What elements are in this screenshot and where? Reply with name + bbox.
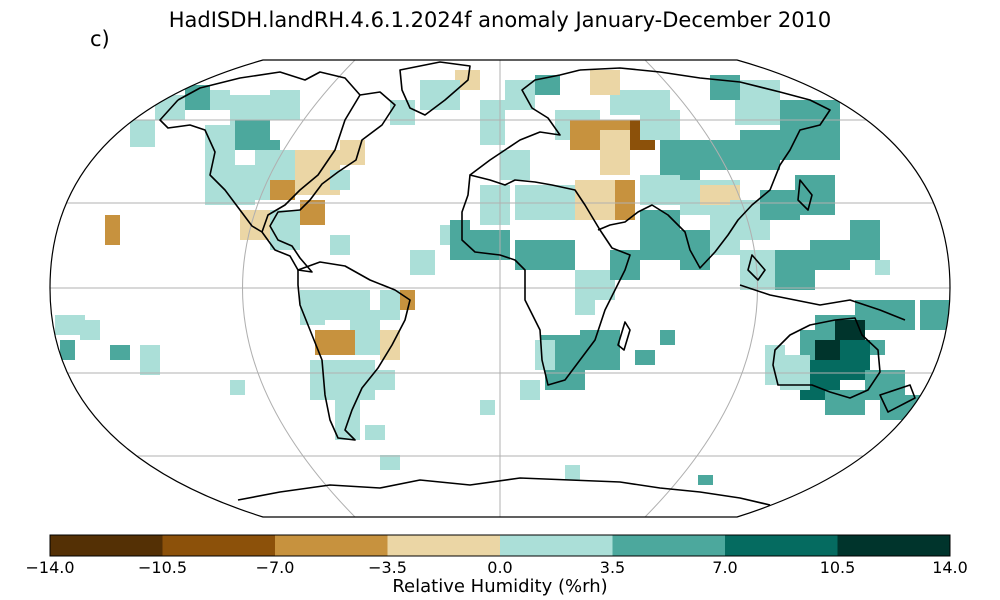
colorbar-segment bbox=[387, 535, 500, 556]
anomaly-cell bbox=[660, 140, 700, 180]
anomaly-cell bbox=[640, 210, 680, 260]
anomaly-cell bbox=[735, 80, 780, 125]
colorbar-segment bbox=[275, 535, 388, 556]
anomaly-cell bbox=[450, 220, 470, 260]
anomaly-cell bbox=[535, 340, 555, 370]
colorbar-tick-label: 7.0 bbox=[712, 558, 738, 577]
colorbar-segment bbox=[725, 535, 838, 556]
colorbar-tick-label: −10.5 bbox=[137, 558, 188, 577]
anomaly-cell bbox=[270, 90, 300, 120]
anomaly-cell bbox=[410, 250, 435, 275]
anomaly-cell bbox=[740, 250, 780, 290]
anomaly-cell bbox=[470, 230, 510, 260]
anomaly-cell bbox=[365, 425, 385, 440]
colorbar-segment bbox=[612, 535, 725, 556]
map-title: HadISDH.landRH.4.6.1.2024f anomaly Janua… bbox=[168, 8, 832, 32]
anomaly-cell bbox=[205, 125, 235, 165]
anomaly-cell bbox=[520, 380, 540, 400]
colorbar-segment bbox=[162, 535, 275, 556]
anomaly-cells bbox=[55, 70, 950, 485]
anomaly-cell bbox=[80, 320, 100, 340]
anomaly-cell bbox=[515, 240, 575, 270]
anomaly-cell bbox=[210, 90, 230, 110]
colorbar-tick-label: 10.5 bbox=[819, 558, 856, 577]
anomaly-cell bbox=[565, 465, 580, 480]
anomaly-cell bbox=[270, 180, 295, 200]
anomaly-cell bbox=[810, 240, 850, 270]
colorbar-tick-label: 0.0 bbox=[487, 558, 513, 577]
anomaly-cell bbox=[698, 475, 713, 485]
anomaly-cell bbox=[355, 330, 380, 355]
anomaly-cell bbox=[635, 350, 655, 365]
anomaly-cell bbox=[740, 130, 780, 170]
anomaly-cell bbox=[375, 370, 395, 390]
anomaly-cell bbox=[480, 100, 505, 145]
anomaly-cell bbox=[870, 340, 885, 355]
colorbar-segment bbox=[837, 535, 950, 556]
anomaly-cell bbox=[310, 360, 350, 400]
anomaly-cell bbox=[660, 330, 675, 345]
anomaly-cell bbox=[300, 200, 325, 225]
anomaly-cell bbox=[110, 345, 130, 360]
anomaly-cell bbox=[480, 185, 510, 225]
anomaly-cell bbox=[140, 345, 160, 375]
anomaly-cell bbox=[615, 180, 635, 220]
coastlines bbox=[159, 61, 916, 506]
panel-label: c) bbox=[90, 27, 110, 51]
anomaly-cell bbox=[640, 175, 680, 205]
anomaly-cell bbox=[350, 360, 375, 400]
anomaly-cell bbox=[130, 120, 155, 147]
anomaly-cell bbox=[380, 290, 400, 320]
anomaly-cell bbox=[420, 80, 460, 110]
gridlines bbox=[50, 60, 950, 517]
anomaly-cell bbox=[590, 70, 620, 95]
anomaly-cell bbox=[230, 380, 245, 395]
map-boundary bbox=[49, 59, 951, 518]
anomaly-cell bbox=[600, 130, 630, 175]
anomaly-cell bbox=[775, 250, 815, 290]
anomaly-cell bbox=[330, 235, 350, 255]
anomaly-cell bbox=[575, 270, 615, 300]
anomaly-cell bbox=[760, 190, 800, 220]
anomaly-cell bbox=[480, 400, 495, 415]
anomaly-cell bbox=[700, 140, 740, 170]
colorbar-tick-label: −3.5 bbox=[368, 558, 407, 577]
anomaly-cell bbox=[535, 75, 560, 95]
anomaly-cell bbox=[710, 215, 740, 255]
anomaly-cell bbox=[575, 300, 595, 315]
anomaly-cell bbox=[380, 455, 400, 470]
colorbar-segment bbox=[50, 535, 163, 556]
colorbar-tick-label: −14.0 bbox=[25, 558, 75, 577]
anomaly-cell bbox=[55, 315, 85, 335]
anomaly-cell bbox=[60, 340, 75, 360]
colorbar-tick-label: 14.0 bbox=[932, 558, 968, 577]
anomaly-cell bbox=[500, 150, 530, 180]
colorbar-label: Relative Humidity (%rh) bbox=[392, 576, 608, 597]
world-map bbox=[49, 59, 951, 518]
anomaly-cell bbox=[610, 250, 640, 280]
colorbar-tick-label: −7.0 bbox=[255, 558, 295, 577]
anomaly-cell bbox=[105, 215, 120, 245]
anomaly-cell bbox=[875, 260, 890, 275]
anomaly-cell bbox=[850, 220, 880, 260]
colorbar-tick-label: 3.5 bbox=[599, 558, 626, 577]
anomaly-cell bbox=[920, 300, 950, 330]
colorbar-segment bbox=[500, 535, 613, 556]
anomaly-cell bbox=[315, 330, 355, 355]
anomaly-cell bbox=[205, 165, 255, 205]
anomaly-cell bbox=[765, 345, 785, 385]
